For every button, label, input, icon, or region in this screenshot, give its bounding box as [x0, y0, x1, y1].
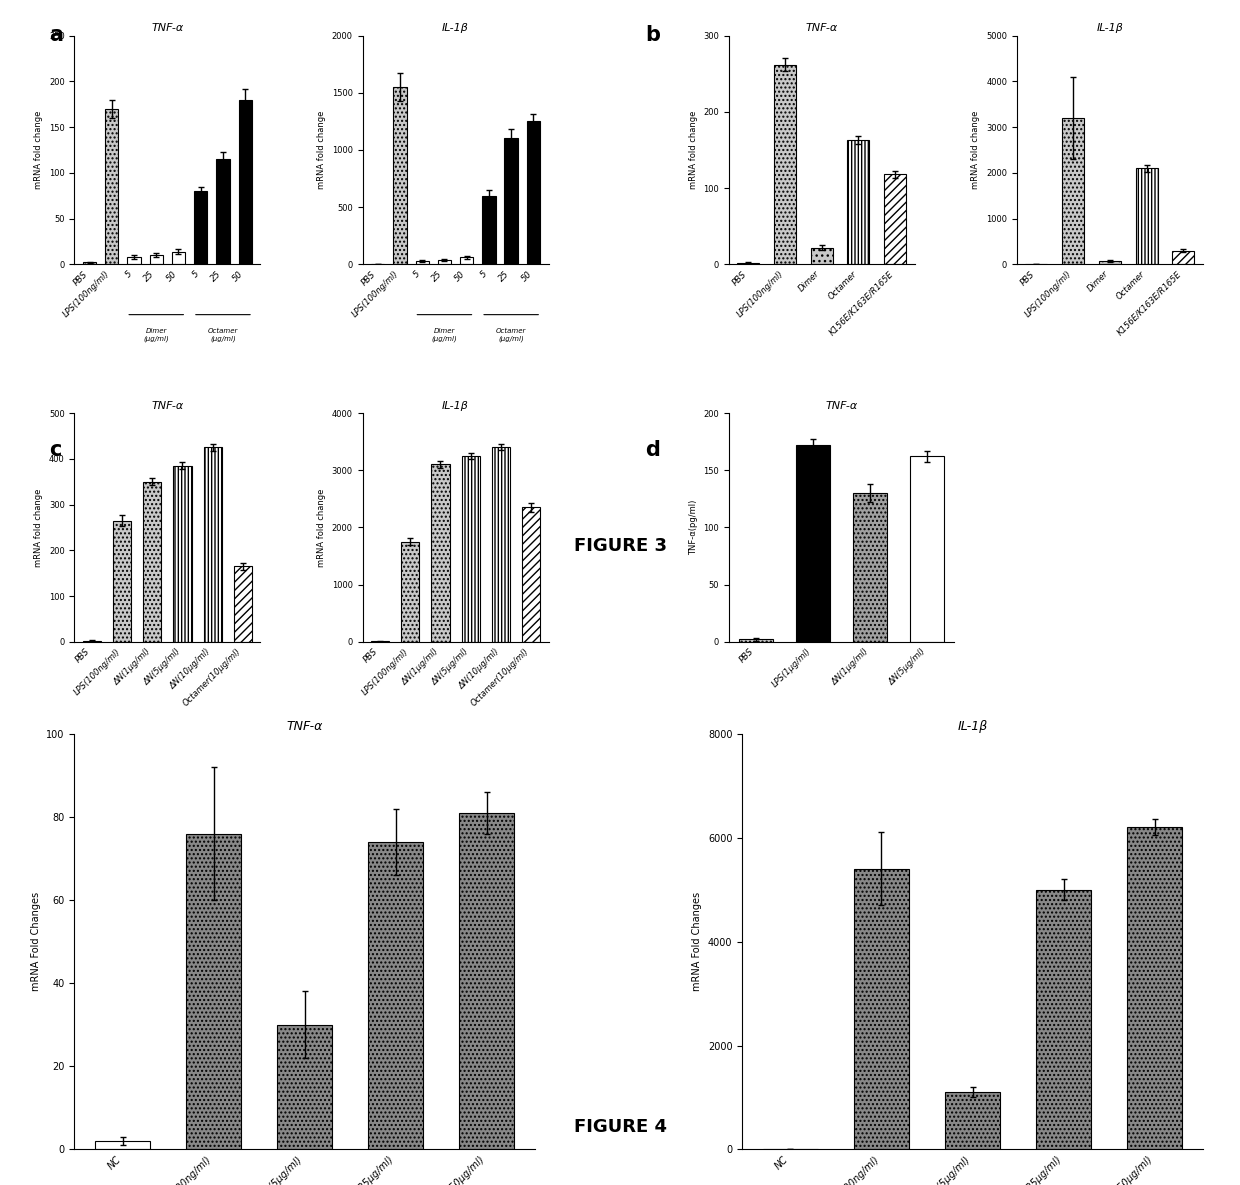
Y-axis label: mRNA Fold Changes: mRNA Fold Changes	[692, 892, 702, 991]
Title: TNF-α: TNF-α	[151, 24, 184, 33]
Bar	[505, 139, 518, 264]
Y-axis label: mRNA Fold Changes: mRNA Fold Changes	[31, 892, 41, 991]
Text: Octamer
(µg/ml): Octamer (µg/ml)	[496, 328, 526, 341]
Bar	[186, 833, 241, 1149]
Bar	[174, 466, 191, 642]
Y-axis label: mRNA fold change: mRNA fold change	[688, 110, 698, 190]
Bar	[234, 566, 252, 642]
Bar	[143, 481, 161, 642]
Bar	[739, 640, 774, 642]
Text: FIGURE 3: FIGURE 3	[573, 537, 667, 555]
Bar	[193, 191, 207, 264]
Y-axis label: TNF-α(pg/ml): TNF-α(pg/ml)	[688, 500, 698, 555]
Bar	[527, 121, 541, 264]
Bar	[1099, 261, 1121, 264]
Bar	[216, 159, 229, 264]
Y-axis label: mRNA fold change: mRNA fold change	[317, 488, 326, 566]
Bar	[910, 456, 944, 642]
Y-axis label: mRNA fold change: mRNA fold change	[35, 110, 43, 190]
Text: d: d	[645, 440, 660, 460]
Bar	[737, 263, 759, 264]
Y-axis label: mRNA fold change: mRNA fold change	[35, 488, 43, 566]
Bar	[1063, 117, 1084, 264]
Y-axis label: mRNA fold change: mRNA fold change	[317, 110, 326, 190]
Bar	[460, 813, 515, 1149]
Text: Dimer
(µg/ml): Dimer (µg/ml)	[144, 328, 169, 341]
Bar	[854, 869, 909, 1149]
Bar	[492, 447, 510, 642]
Title: TNF-α: TNF-α	[806, 24, 838, 33]
Bar	[1136, 168, 1158, 264]
Bar	[847, 140, 869, 264]
Bar	[1037, 890, 1091, 1149]
Bar	[432, 465, 450, 642]
Bar	[945, 1093, 999, 1149]
Bar	[393, 87, 407, 264]
Text: a: a	[50, 25, 63, 45]
Bar	[460, 257, 474, 264]
Bar	[172, 251, 185, 264]
Bar	[415, 261, 429, 264]
Text: Dimer
(µg/ml): Dimer (µg/ml)	[432, 328, 458, 341]
Title: TNF-α: TNF-α	[286, 719, 322, 732]
Bar	[105, 109, 119, 264]
Bar	[811, 248, 833, 264]
Bar	[461, 456, 480, 642]
Bar	[128, 257, 140, 264]
Text: b: b	[645, 25, 660, 45]
Bar	[482, 196, 496, 264]
Bar	[796, 446, 830, 642]
Bar	[853, 493, 887, 642]
Bar	[1127, 827, 1182, 1149]
Bar	[95, 1141, 150, 1149]
Bar	[774, 64, 796, 264]
Title: IL-1β: IL-1β	[443, 24, 469, 33]
Bar	[438, 260, 451, 264]
Text: c: c	[50, 440, 62, 460]
Title: IL-1β: IL-1β	[957, 719, 987, 732]
Title: TNF-α: TNF-α	[151, 401, 184, 411]
Bar	[522, 507, 541, 642]
Bar	[113, 520, 131, 642]
Title: IL-1β: IL-1β	[443, 401, 469, 411]
Title: IL-1β: IL-1β	[1096, 24, 1123, 33]
Text: Octamer
(µg/ml): Octamer (µg/ml)	[208, 328, 238, 341]
Bar	[1172, 250, 1194, 264]
Title: TNF-α: TNF-α	[826, 401, 858, 411]
Bar	[150, 255, 162, 264]
Bar	[203, 447, 222, 642]
Bar	[402, 542, 419, 642]
Bar	[884, 174, 906, 264]
Bar	[368, 841, 423, 1149]
Y-axis label: mRNA fold change: mRNA fold change	[971, 110, 981, 190]
Text: FIGURE 4: FIGURE 4	[573, 1117, 667, 1135]
Bar	[83, 263, 97, 264]
Bar	[238, 100, 252, 264]
Bar	[278, 1025, 332, 1149]
